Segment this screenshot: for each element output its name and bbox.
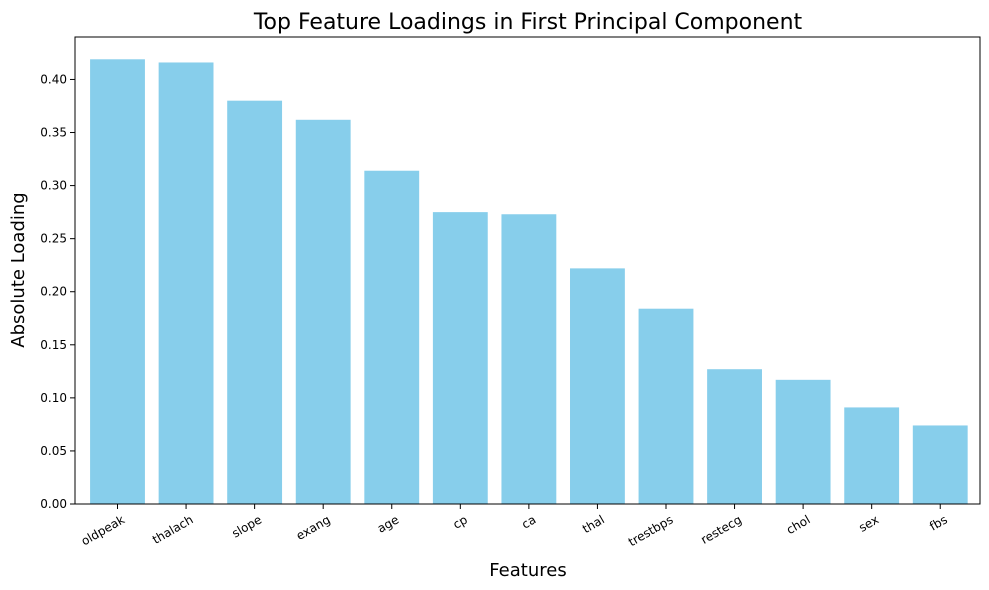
x-tick-label: restecg: [698, 512, 744, 546]
y-tick-label: 0.40: [40, 72, 67, 86]
x-axis: oldpeak thalach slope exang age cp ca thal trest…: [79, 504, 950, 549]
bars-group: [90, 59, 968, 505]
x-tick-label: thalach: [150, 512, 196, 546]
bar-thal: [570, 268, 625, 504]
y-tick-label: 0.00: [40, 497, 67, 511]
x-tick-label: thal: [580, 512, 607, 536]
bar-fbs: [912, 425, 968, 504]
bar-oldpeak: [90, 59, 145, 504]
y-axis: 0.00 0.05 0.10 0.15 0.20 0.25 0.30 0.35 0.40: [40, 72, 75, 511]
x-tick-label: oldpeak: [79, 512, 127, 548]
plot-frame: [74, 36, 981, 505]
chart-title: Top Feature Loadings in First Principal …: [253, 10, 803, 35]
y-tick-label: 0.15: [40, 338, 67, 352]
bar-slope: [227, 100, 283, 505]
x-tick-label: ca: [519, 512, 538, 531]
x-tick-label: age: [375, 512, 401, 535]
y-tick-label: 0.35: [40, 126, 67, 140]
x-axis-label: Features: [489, 560, 566, 581]
y-tick-label: 0.10: [40, 391, 67, 405]
y-tick-label: 0.20: [40, 285, 67, 299]
x-tick-label: trestbps: [626, 512, 676, 549]
y-axis-label: Absolute Loading: [8, 192, 29, 347]
bar-sex: [844, 407, 900, 504]
bar-restecg: [707, 369, 762, 504]
x-tick-label: chol: [784, 512, 813, 537]
x-tick-label: sex: [856, 512, 881, 534]
bar-age: [364, 170, 420, 505]
y-tick-label: 0.05: [40, 444, 67, 458]
y-tick-label: 0.30: [40, 179, 67, 193]
bar-chol: [775, 379, 831, 504]
y-tick-label: 0.25: [40, 232, 67, 246]
bar-trestbps: [638, 308, 694, 504]
x-tick-label: fbs: [927, 512, 950, 533]
bar-exang: [295, 119, 351, 504]
bar-thalach: [158, 62, 214, 504]
bar-cp: [432, 212, 488, 505]
x-tick-label: exang: [294, 512, 333, 543]
x-tick-label: cp: [450, 512, 469, 531]
x-tick-label: slope: [229, 512, 264, 540]
bar-ca: [501, 214, 557, 504]
